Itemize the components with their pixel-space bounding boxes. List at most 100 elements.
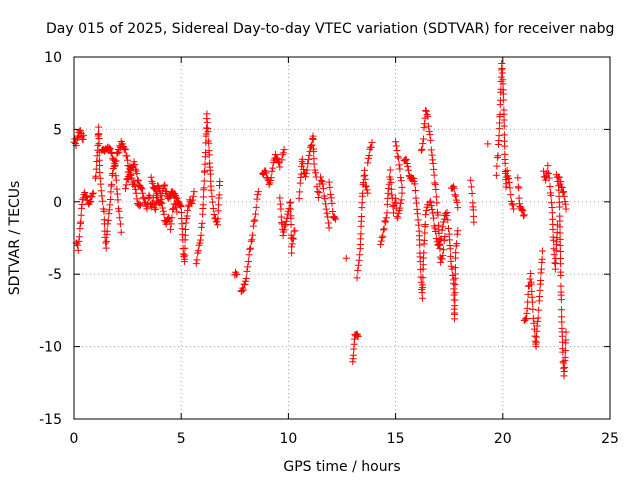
data-point [136, 201, 144, 209]
data-point [202, 148, 210, 156]
data-point [203, 118, 211, 126]
data-point [413, 205, 421, 213]
data-point [117, 228, 125, 236]
data-point [442, 211, 450, 219]
y-tick-label: -15 [39, 412, 62, 428]
data-point [419, 274, 427, 282]
data-point [467, 183, 475, 191]
data-point [529, 305, 537, 313]
data-point [247, 244, 255, 252]
data-point [470, 218, 478, 226]
data-point [262, 169, 270, 177]
data-point [451, 281, 459, 289]
data-point [509, 201, 517, 209]
data-point [437, 258, 445, 266]
data-point [149, 179, 157, 187]
data-point [501, 142, 509, 150]
data-point [387, 178, 395, 186]
data-point [115, 148, 123, 156]
data-point [446, 245, 454, 253]
y-axis-label: SDTVAR / TECUs [7, 181, 23, 296]
data-point [324, 213, 332, 221]
data-point [86, 197, 94, 205]
data-point [276, 200, 284, 208]
data-point [274, 158, 282, 166]
data-point [379, 232, 387, 240]
data-point [297, 170, 305, 178]
data-point [501, 159, 509, 167]
data-point [187, 199, 195, 207]
data-point [533, 322, 541, 330]
data-point [233, 270, 241, 278]
data-point [544, 162, 552, 170]
data-point [96, 161, 104, 169]
data-point [422, 107, 430, 115]
data-point [305, 151, 313, 159]
data-point [197, 231, 205, 239]
data-point [295, 194, 303, 202]
data-point [204, 128, 212, 136]
data-point [287, 221, 295, 229]
data-point [395, 161, 403, 169]
data-point [417, 146, 425, 154]
data-point [433, 199, 441, 207]
data-point [409, 175, 417, 183]
data-point [387, 185, 395, 193]
data-point [304, 156, 312, 164]
data-point [548, 209, 556, 217]
data-point [134, 177, 142, 185]
data-point [437, 235, 445, 243]
data-point [429, 214, 437, 222]
data-point [412, 194, 420, 202]
data-point [500, 116, 508, 124]
data-point [109, 154, 117, 162]
data-point [189, 192, 197, 200]
data-point [279, 151, 287, 159]
data-point [560, 364, 568, 372]
data-point [291, 227, 299, 235]
data-point [166, 193, 174, 201]
grid-lines [74, 57, 610, 419]
data-point [96, 174, 104, 182]
data-point [431, 180, 439, 188]
data-point [546, 182, 554, 190]
data-point [393, 146, 401, 154]
data-point [274, 155, 282, 163]
data-point [160, 210, 168, 218]
data-point [200, 184, 208, 192]
data-point [549, 225, 557, 233]
data-point [201, 160, 209, 168]
data-point [496, 119, 504, 127]
data-point [321, 195, 329, 203]
data-point [498, 66, 506, 74]
data-point [442, 210, 450, 218]
data-point [272, 150, 280, 158]
data-point [402, 156, 410, 164]
data-point [102, 239, 110, 247]
data-point [106, 145, 114, 153]
data-point [386, 166, 394, 174]
data-point [121, 185, 129, 193]
data-point [518, 207, 526, 215]
data-point [556, 223, 564, 231]
data-point [505, 178, 513, 186]
data-point [277, 205, 285, 213]
data-point [133, 195, 141, 203]
data-point [368, 138, 376, 146]
data-point [515, 184, 523, 192]
data-point [97, 180, 105, 188]
data-point [561, 347, 569, 355]
data-point [454, 204, 462, 212]
data-point [239, 286, 247, 294]
data-point [542, 176, 550, 184]
data-point [199, 201, 207, 209]
data-point [561, 353, 569, 361]
data-point [94, 141, 102, 149]
data-point [138, 185, 146, 193]
data-point [309, 135, 317, 143]
data-point [440, 215, 448, 223]
data-point [315, 189, 323, 197]
data-point [115, 207, 123, 215]
data-point [421, 229, 429, 237]
data-point [500, 122, 508, 130]
